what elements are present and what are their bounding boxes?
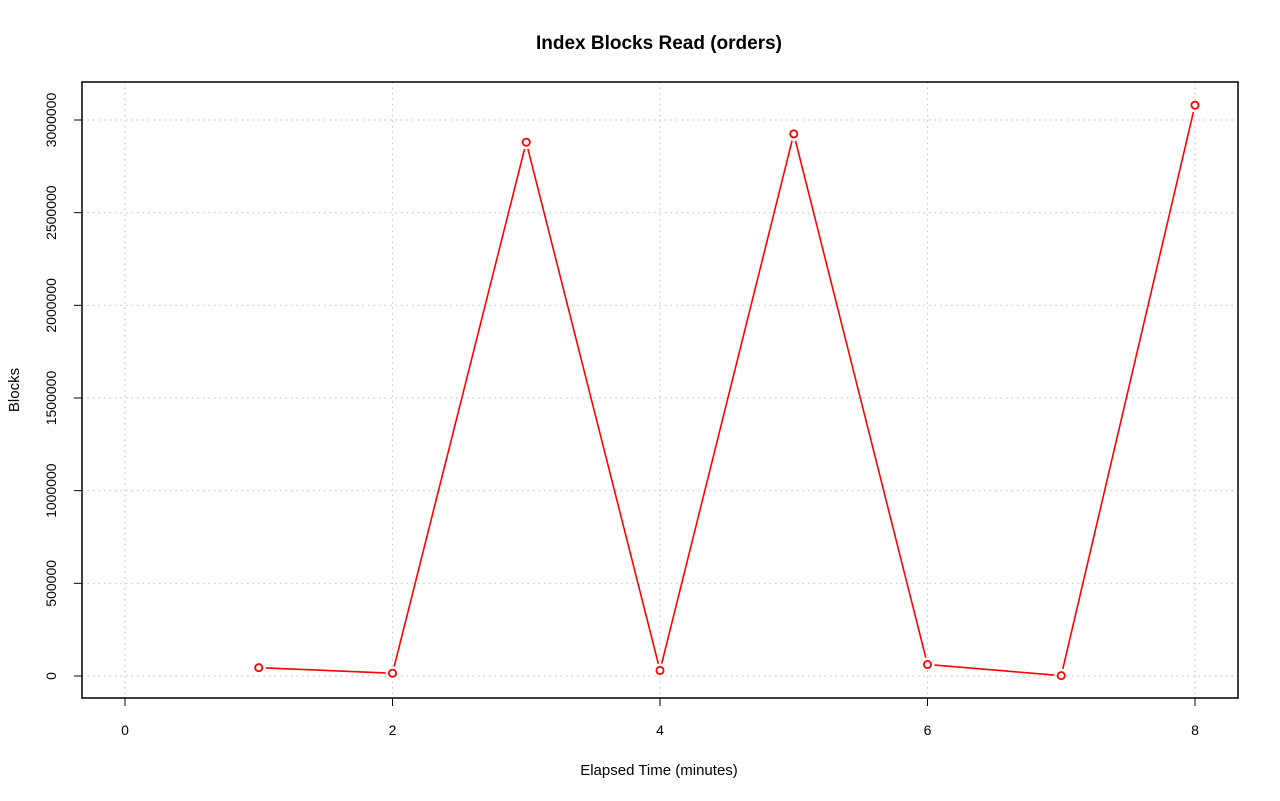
- y-tick-label: 0: [43, 672, 59, 680]
- y-axis: 0 500000 1000000 1500000 2000000 2500000 30000…: [43, 93, 82, 680]
- data-point: [254, 663, 264, 673]
- series-line-segment: [265, 667, 386, 674]
- chart-title: Index Blocks Read (orders): [536, 33, 782, 54]
- grid: [82, 82, 1238, 698]
- series-line-segment: [393, 148, 526, 667]
- x-axis: 0 2 4 6 8: [121, 698, 1199, 738]
- series-group: [254, 100, 1200, 681]
- y-axis-label: Blocks: [6, 368, 23, 412]
- data-point: [1056, 671, 1066, 681]
- data-point: [1190, 100, 1200, 110]
- series-line-segment: [934, 664, 1055, 676]
- data-point: [789, 129, 799, 139]
- x-tick-label: 6: [924, 722, 932, 738]
- x-tick-label: 0: [121, 722, 129, 738]
- series-line-segment: [660, 140, 793, 664]
- y-tick-label: 500000: [43, 560, 59, 607]
- data-point: [521, 137, 531, 147]
- data-point: [655, 665, 665, 675]
- x-axis-label: Elapsed Time (minutes): [580, 762, 738, 779]
- series-line-segment: [527, 148, 660, 664]
- y-tick-label: 2000000: [43, 278, 59, 333]
- y-tick-label: 1000000: [43, 463, 59, 518]
- series-line-segment: [1062, 111, 1195, 669]
- data-point: [387, 668, 397, 678]
- x-tick-label: 2: [389, 722, 397, 738]
- x-tick-label: 4: [656, 722, 664, 738]
- x-tick-label: 8: [1191, 722, 1199, 738]
- y-tick-label: 2500000: [43, 185, 59, 240]
- data-point: [923, 660, 933, 670]
- y-tick-label: 1500000: [43, 371, 59, 426]
- y-tick-label: 3000000: [43, 93, 59, 148]
- series-line-segment: [794, 140, 927, 658]
